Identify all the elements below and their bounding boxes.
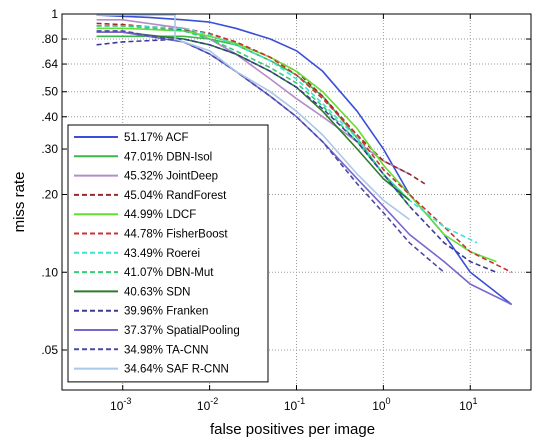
legend-label-11: 34.98% TA-CNN [124,344,209,356]
series-line-11 [96,30,445,273]
legend-label-6: 43.49% Roerei [124,248,200,260]
x-tick-label-4: 101 [459,396,477,413]
y-tick-label-0: 1 [51,7,58,21]
y-tick-label-5: .30 [41,142,58,156]
legend-label-12: 34.64% SAF R-CNN [124,364,229,376]
legend-label-4: 44.99% LDCF [124,209,196,221]
y-tick-label-4: .40 [41,110,58,124]
series-line-12 [96,14,410,221]
legend-label-0: 51.17% ACF [124,132,189,144]
legend-label-1: 47.01% DBN-Isol [124,151,212,163]
legend-label-10: 37.37% SpatialPooling [124,325,240,337]
legend-label-5: 44.78% FisherBoost [124,229,228,241]
x-axis-label: false positives per image [210,421,375,438]
y-tick-label-8: .05 [41,343,58,357]
y-tick-label-3: .50 [41,85,58,99]
legend-label-7: 41.07% DBN-Mut [124,267,214,279]
legend-label-3: 45.04% RandForest [124,190,227,202]
legend-label-8: 40.63% SDN [124,286,190,298]
y-tick-label-7: .10 [41,265,58,279]
legend: 51.17% ACF 47.01% DBN-Isol 45.32% JointDee… [67,124,269,383]
ticks: 10-3 10-2 10-1 100 101 1 .80 .64 .50 .40 .30 .20 .10… [41,7,531,413]
x-tick-label-2: 10-1 [284,396,305,413]
series-line-7 [96,24,411,201]
y-axis-label: miss rate [11,172,28,233]
legend-label-9: 39.96% Franken [124,306,208,318]
y-tick-label-2: .64 [41,57,58,71]
x-tick-label-0: 10-3 [110,396,131,413]
series-line-9 [96,38,497,274]
y-tick-label-6: .20 [41,188,58,202]
series-lines [96,14,513,306]
x-tick-label-1: 10-2 [197,396,218,413]
y-tick-label-1: .80 [41,32,58,46]
x-tick-label-3: 100 [372,396,390,413]
legend-label-2: 45.32% JointDeep [124,171,218,183]
series-line-2 [96,18,410,175]
